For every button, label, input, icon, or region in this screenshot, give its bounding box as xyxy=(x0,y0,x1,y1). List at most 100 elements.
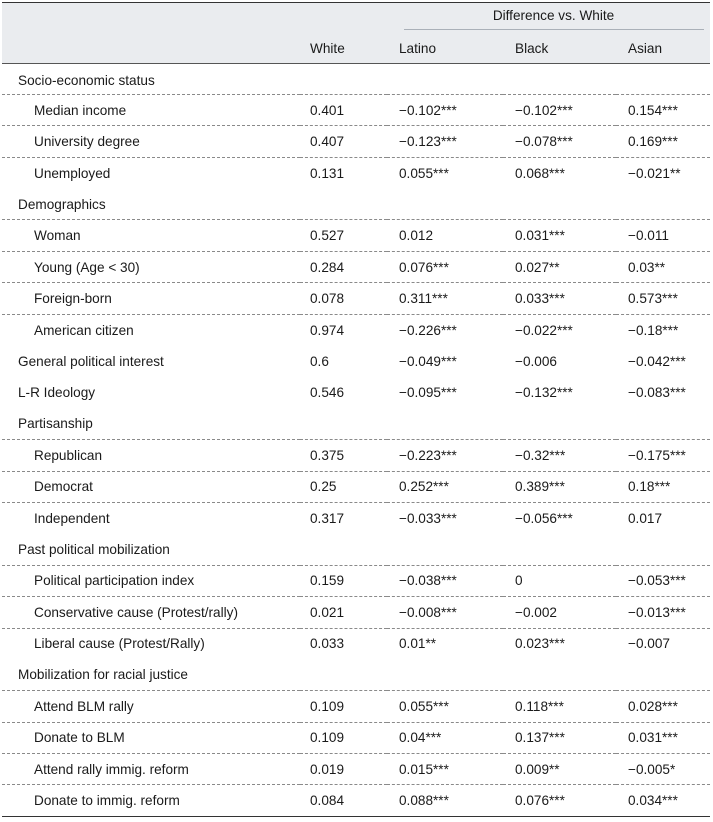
row-label: Median income xyxy=(2,93,300,126)
cell-latino: 0.01** xyxy=(387,627,503,660)
cell-white: 0.078 xyxy=(300,282,387,315)
header-group-cell: Difference vs. White xyxy=(387,3,710,34)
cell-white: 0.317 xyxy=(300,501,387,534)
cell-black xyxy=(503,659,616,690)
table-row: Unemployed 0.131 0.055*** 0.068*** −0.021** xyxy=(2,156,711,189)
cell-latino: −0.123*** xyxy=(387,125,503,158)
table-row: Foreign-born 0.078 0.311*** 0.033*** 0.573**… xyxy=(2,282,711,315)
cell-asian: 0.017 xyxy=(616,501,711,534)
table-row: Democrat 0.25 0.252*** 0.389*** 0.18*** xyxy=(2,470,711,503)
cell-black: −0.132*** xyxy=(515,385,573,401)
header-label-cell xyxy=(2,34,300,63)
cell-latino: −0.033*** xyxy=(387,501,503,534)
row-label: Donate to BLM xyxy=(2,721,300,754)
cell-black xyxy=(503,63,616,94)
table-row: University degree 0.407 −0.123*** −0.078***… xyxy=(2,125,711,158)
data-table: Difference vs. White White Latino Black … xyxy=(2,3,711,817)
cell-black xyxy=(503,534,616,565)
row-label: Liberal cause (Protest/Rally) xyxy=(2,627,300,660)
cell-latino: 0.055*** xyxy=(387,690,503,723)
header-black: Black xyxy=(515,40,549,56)
cell-latino: −0.095*** xyxy=(399,385,457,401)
cell-latino: −0.049*** xyxy=(399,353,457,369)
header-white: White xyxy=(310,40,345,56)
table-row: Attend rally immig. reform 0.019 0.015*** 0… xyxy=(2,753,711,785)
row-label: American citizen xyxy=(2,313,300,346)
table-group-row: General political interest 0.6 −0.049*** −0… xyxy=(2,346,710,377)
cell-latino: 0.076*** xyxy=(387,250,503,283)
row-label: Political participation index xyxy=(2,564,300,597)
cell-white: 0.407 xyxy=(300,125,387,158)
cell-asian xyxy=(616,408,710,439)
table-header: Difference vs. White White Latino Black … xyxy=(2,3,711,63)
cell-white: 0.375 xyxy=(300,439,387,472)
cell-asian xyxy=(616,189,710,220)
table-row: Conservative cause (Protest/rally) 0.021−… xyxy=(2,596,711,629)
cell-asian: −0.007 xyxy=(616,627,711,660)
cell-white: 0.159 xyxy=(300,564,387,597)
cell-latino: −0.008*** xyxy=(387,596,503,629)
cell-asian: 0.031*** xyxy=(616,721,711,754)
row-label: Unemployed xyxy=(2,156,300,189)
cell-latino xyxy=(387,659,503,690)
table-row: Republican 0.375 −0.223*** −0.32*** −0.175**… xyxy=(2,439,711,472)
cell-asian: 0.18*** xyxy=(616,470,711,503)
cell-black: 0.027** xyxy=(503,250,616,283)
cell-white xyxy=(300,408,387,439)
table-group-row: Socio-economic status xyxy=(2,63,710,94)
row-label: Independent xyxy=(2,501,300,534)
cell-latino: 0.311*** xyxy=(387,282,503,315)
cell-asian: 0.573*** xyxy=(616,282,711,315)
group-label: Past political mobilization xyxy=(18,541,170,557)
row-label: Attend BLM rally xyxy=(2,690,300,723)
cell-black: 0.031*** xyxy=(503,219,616,252)
cell-white xyxy=(300,659,387,690)
table-row: Donate to immig. reform 0.084 0.088*** 0.07… xyxy=(2,784,711,817)
cell-white: 0.284 xyxy=(300,250,387,283)
cell-black: 0.023*** xyxy=(503,627,616,660)
header-asian: Asian xyxy=(628,40,663,56)
cell-asian: −0.175*** xyxy=(616,439,711,472)
row-label: Foreign-born xyxy=(2,282,300,315)
header-latino: Latino xyxy=(399,40,437,56)
table-row: American citizen 0.974 −0.226*** −0.022*** −… xyxy=(2,313,711,346)
cell-white: 0.019 xyxy=(300,753,387,785)
cell-white: 0.109 xyxy=(300,721,387,754)
group-label: Partisanship xyxy=(18,416,93,432)
cell-asian: −0.18*** xyxy=(616,313,711,346)
header-group-label: Difference vs. White xyxy=(492,7,615,23)
table-row: Young (Age < 30) 0.284 0.076*** 0.027** 0.03… xyxy=(2,250,711,283)
cell-black: 0 xyxy=(503,564,616,597)
row-label: Conservative cause (Protest/rally) xyxy=(2,596,300,629)
cell-black: 0.137*** xyxy=(503,721,616,754)
cell-white: 0.527 xyxy=(300,219,387,252)
table-group-row: Demographics xyxy=(2,189,710,220)
cell-black: 0.118*** xyxy=(503,690,616,723)
table-body: Socio-economic status Median income 0.401−… xyxy=(2,63,711,817)
table-row: Woman 0.527 0.012 0.031*** −0.011 xyxy=(2,219,711,252)
cell-asian: −0.013*** xyxy=(616,596,711,629)
cell-asian: −0.021** xyxy=(616,156,711,189)
table-group-row: L-R Ideology 0.546 −0.095*** −0.132*** −0.08… xyxy=(2,377,710,408)
row-label: Republican xyxy=(2,439,300,472)
group-label: General political interest xyxy=(18,353,164,369)
group-label: Socio-economic status xyxy=(18,73,155,89)
group-label: Mobilization for racial justice xyxy=(18,667,188,683)
header-group-underline xyxy=(404,28,704,30)
cell-latino xyxy=(387,534,503,565)
table-group-row: Past political mobilization xyxy=(2,534,710,565)
cell-black: 0.068*** xyxy=(503,156,616,189)
header-empty-cell xyxy=(2,3,300,34)
table-row: Independent 0.317 −0.033*** −0.056*** 0.017 xyxy=(2,501,711,534)
cell-latino: 0.015*** xyxy=(387,753,503,785)
cell-white: 0.131 xyxy=(300,156,387,189)
top-rule xyxy=(2,2,710,3)
table-row: Political participation index 0.159 −0.038… xyxy=(2,564,711,597)
cell-black: 0.076*** xyxy=(503,784,616,817)
cell-white: 0.033 xyxy=(300,627,387,660)
cell-white: 0.974 xyxy=(300,313,387,346)
cell-black: −0.32*** xyxy=(503,439,616,472)
cell-black: 0.033*** xyxy=(503,282,616,315)
cell-asian: −0.011 xyxy=(616,219,711,252)
